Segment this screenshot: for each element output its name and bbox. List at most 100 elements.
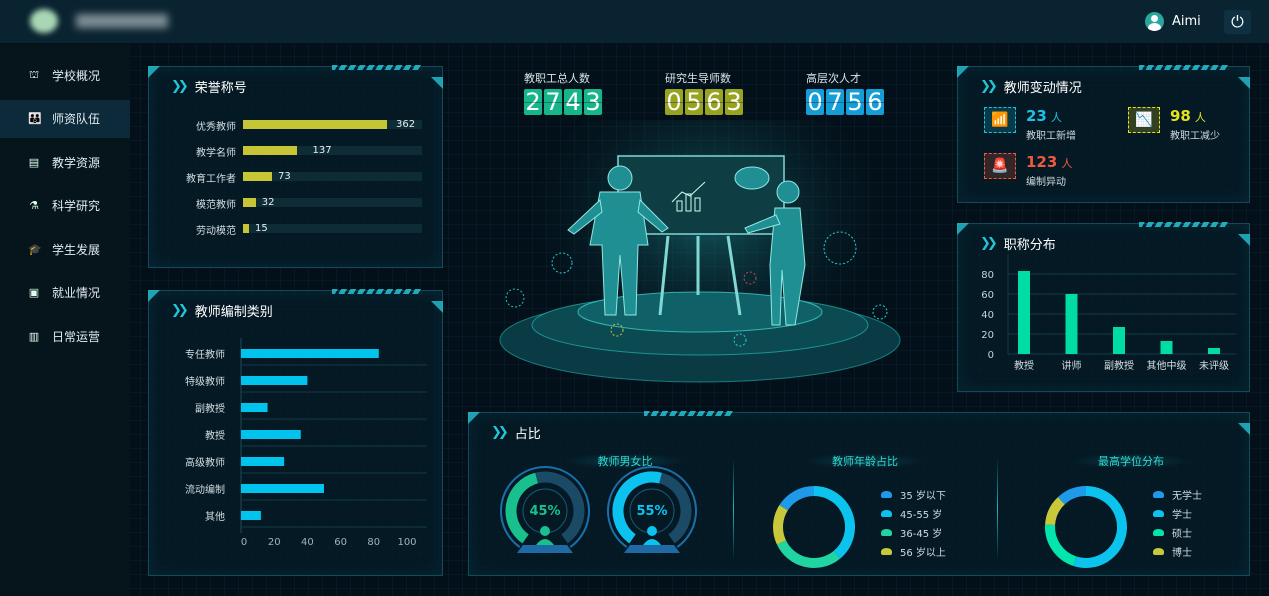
- category-label: 高级教师: [185, 456, 225, 469]
- user-icon: [1145, 12, 1164, 31]
- sidebar-item-label: 科学研究: [52, 199, 101, 213]
- bar: [241, 430, 301, 439]
- ratio-panel: ❯❯ 占比 教师男女比 教师年龄占比 最高学位分布 45% 55% 35 岁以下 45…: [468, 411, 1250, 576]
- top-header: Aimi ⏻: [0, 0, 1269, 44]
- legend-swatch: [1153, 529, 1164, 536]
- sidebar-item[interactable]: ⚗ 科学研究: [0, 187, 130, 225]
- stat-label: 研究生导师数: [665, 72, 731, 85]
- staff-change-item: 📉 98 人教职工减少: [1128, 107, 1220, 142]
- staff-change-item: 🚨 123 人编制异动: [984, 153, 1072, 188]
- legend-swatch: [881, 491, 892, 498]
- digit: 3: [584, 88, 602, 116]
- honor-bar-track: 137: [243, 145, 422, 156]
- x-tick-label: 80: [367, 537, 380, 548]
- legend-label: 45-55 岁: [900, 510, 943, 521]
- title-distribution-chart: 0 20 40 60 80 教授 讲师 副教授 其他中级 未评级: [981, 254, 1236, 372]
- male-icon: [643, 539, 661, 545]
- sidebar-item-label: 师资队伍: [52, 112, 101, 126]
- ratio-charts: 45% 55%: [500, 466, 1127, 568]
- honor-value: 32: [261, 197, 275, 208]
- digit: 7: [826, 88, 844, 116]
- teacher-illustration: [499, 120, 901, 383]
- honor-bar: [243, 172, 273, 181]
- panel-title: 占比: [514, 427, 541, 442]
- category-label: 讲师: [1062, 359, 1082, 372]
- change-label: 教职工减少: [1170, 131, 1220, 142]
- y-tick-label: 20: [981, 330, 994, 341]
- microscope-icon: ⚗: [29, 199, 39, 212]
- y-tick-label: 40: [981, 310, 994, 321]
- stat-counter: 教职工总人数 2 7 4 3: [524, 70, 602, 115]
- honors-panel: ❯❯ 荣誉称号 优秀教师 362 教学名师 137 教育工作者 73 模范教师 32 劳动模范 15: [148, 65, 444, 268]
- sidebar-item[interactable]: ▣ 就业情况: [0, 274, 130, 312]
- digit: 3: [725, 88, 743, 116]
- legend-item: 56 岁以上: [881, 542, 946, 561]
- honor-bar-track: 32: [243, 197, 422, 208]
- category-label: 流动编制: [185, 483, 225, 496]
- legend-item: 硕士: [1153, 523, 1202, 542]
- gauge-value: 55%: [636, 504, 667, 519]
- sidebar-item[interactable]: ▤ 教学资源: [0, 143, 130, 181]
- legend-item: 无学士: [1153, 485, 1202, 504]
- honor-value: 15: [254, 223, 268, 234]
- honor-value: 137: [312, 145, 332, 156]
- honor-bar: [243, 120, 387, 129]
- sidebar-item[interactable]: ⛫ 学校概况: [0, 56, 130, 94]
- change-unit: 人: [1050, 111, 1062, 124]
- school-icon: ⛫: [28, 67, 40, 81]
- change-value: 23: [1026, 107, 1047, 125]
- user-menu[interactable]: Aimi: [1145, 12, 1201, 31]
- donut-slice: [773, 505, 788, 545]
- legend-label: 35 岁以下: [900, 491, 946, 502]
- gauge-fill: [505, 472, 539, 544]
- bar: [241, 484, 324, 493]
- bar: [1160, 341, 1173, 354]
- y-tick-label: 60: [981, 290, 994, 301]
- sidebar-item[interactable]: 👪 师资队伍: [0, 99, 130, 138]
- pedestal: [624, 545, 680, 553]
- y-tick-label: 0: [988, 350, 994, 361]
- sidebar-item[interactable]: ▥ 日常运营: [0, 317, 130, 355]
- user-name: Aimi: [1172, 14, 1201, 29]
- legend-item: 35 岁以下: [881, 485, 946, 504]
- bar: [1208, 348, 1220, 354]
- honor-bar-track: 73: [243, 171, 422, 182]
- graduation-cap-icon: 🎓: [28, 242, 42, 256]
- sidebar-item-label: 学生发展: [52, 242, 101, 257]
- sidebar-item[interactable]: 🎓 学生发展: [0, 230, 130, 268]
- legend-swatch: [881, 510, 892, 517]
- bar: [241, 376, 308, 385]
- book-icon: ▤: [28, 155, 40, 169]
- digit: 4: [564, 88, 582, 116]
- honor-label: 优秀教师: [196, 122, 236, 133]
- pedestal: [517, 545, 573, 553]
- change-value: 98: [1170, 107, 1191, 125]
- title-distribution-panel: ❯❯ 职称分布 0 20 40 60 80 教授 讲师 副教授 其他中级 未评级: [957, 222, 1250, 392]
- staff-changes-panel: ❯❯ 教师变动情况 📶 23 人教职工新增 📉 98 人教职工减少 🚨 123 人编制异动: [957, 65, 1250, 203]
- power-icon[interactable]: ⏻: [1224, 10, 1251, 34]
- digit: 6: [705, 88, 723, 116]
- donut-slice: [1057, 486, 1087, 505]
- legend-item: 博士: [1153, 542, 1202, 561]
- gauge-value: 45%: [529, 504, 560, 519]
- male-icon: [647, 526, 657, 536]
- bar: [241, 457, 285, 466]
- trend-down-icon: 📉: [1128, 107, 1160, 133]
- legend-label: 无学士: [1172, 491, 1202, 502]
- sidebar-item-label: 日常运营: [52, 329, 101, 344]
- briefcase-icon: ▣: [28, 286, 40, 299]
- stat-counter: 高层次人才 0 7 5 6: [806, 70, 884, 115]
- bar-chart-icon: ▥: [28, 329, 40, 343]
- stat-counter: 研究生导师数 0 5 6 3: [665, 70, 743, 115]
- digit: 6: [866, 88, 884, 116]
- honor-row: 模范教师 32: [149, 197, 444, 211]
- panel-title: 荣誉称号: [194, 81, 247, 96]
- legend-label: 学士: [1172, 510, 1192, 521]
- category-label: 教授: [205, 429, 225, 442]
- degree-legend: 无学士学士硕士 博士: [1153, 485, 1202, 561]
- sidebar: ⛫ 学校概况 👪 师资队伍 ▤ 教学资源 ⚗ 科学研究 🎓 学生发展 ▣ 就业情况 ▥ 日常运营: [0, 44, 130, 596]
- logo: [30, 9, 58, 33]
